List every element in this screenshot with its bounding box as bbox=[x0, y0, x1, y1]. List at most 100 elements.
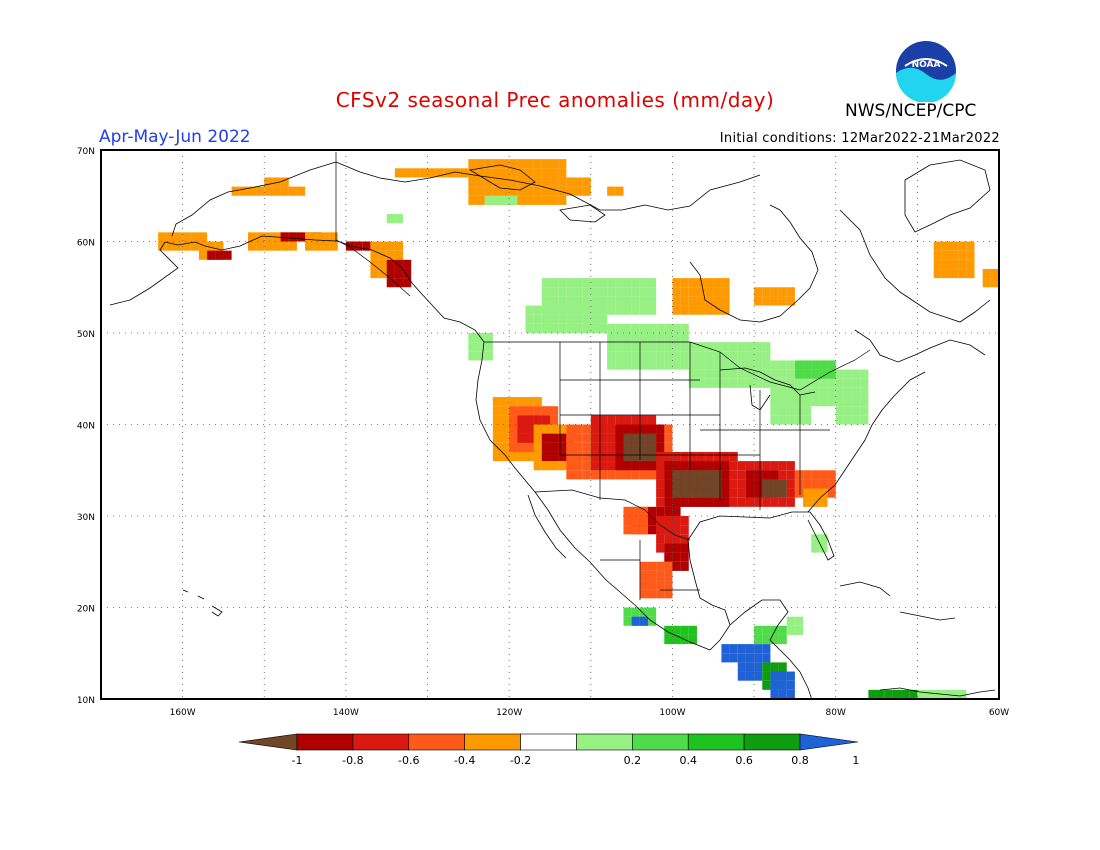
anomaly-cell bbox=[598, 470, 608, 480]
anomaly-cell bbox=[664, 333, 673, 343]
anomaly-cell bbox=[623, 305, 632, 315]
anomaly-cell bbox=[656, 323, 665, 333]
anomaly-cell bbox=[786, 470, 795, 480]
anomaly-cell bbox=[378, 241, 387, 251]
anomaly-cell bbox=[672, 543, 681, 553]
anomaly-cell bbox=[566, 461, 575, 471]
anomaly-cell bbox=[598, 296, 608, 306]
anomaly-cell bbox=[950, 689, 959, 699]
anomaly-cell bbox=[852, 369, 861, 379]
anomaly-cell bbox=[647, 506, 657, 516]
anomaly-cell bbox=[827, 479, 836, 489]
anomaly-cell bbox=[737, 653, 746, 663]
anomaly-cell bbox=[484, 351, 493, 361]
anomaly-cell bbox=[754, 287, 763, 297]
lon-label: 60W bbox=[989, 708, 1009, 718]
anomaly-cell bbox=[664, 580, 673, 590]
anomaly-cell bbox=[688, 360, 697, 370]
anomaly-cell bbox=[827, 387, 836, 398]
anomaly-cell bbox=[688, 351, 697, 361]
anomaly-cell bbox=[925, 689, 934, 699]
legend-swatch bbox=[576, 733, 633, 751]
anomaly-cell bbox=[729, 378, 738, 388]
anomaly-cell bbox=[778, 625, 787, 635]
anomaly-cell bbox=[566, 433, 575, 443]
anomaly-cell bbox=[631, 305, 640, 315]
anomaly-cell bbox=[786, 387, 795, 398]
anomaly-cell bbox=[647, 342, 657, 352]
anomaly-cell bbox=[794, 415, 804, 425]
anomaly-cell bbox=[696, 351, 706, 361]
anomaly-cell bbox=[394, 241, 404, 251]
anomaly-cell bbox=[296, 232, 306, 242]
anomaly-cell bbox=[794, 625, 804, 635]
anomaly-cell bbox=[696, 470, 706, 480]
anomaly-cell bbox=[623, 296, 632, 306]
anomaly-cell bbox=[770, 625, 779, 635]
anomaly-cell bbox=[574, 186, 583, 196]
anomaly-cell bbox=[558, 278, 567, 288]
anomaly-cell bbox=[656, 534, 665, 544]
anomaly-cell bbox=[762, 662, 771, 672]
anomaly-cell bbox=[762, 497, 771, 507]
anomaly-cell bbox=[656, 607, 665, 617]
anomaly-cell bbox=[656, 470, 665, 480]
anomaly-cell bbox=[370, 241, 379, 251]
anomaly-cell bbox=[860, 387, 869, 398]
anomaly-cell bbox=[696, 497, 706, 507]
anomaly-cell bbox=[631, 470, 640, 480]
anomaly-cell bbox=[737, 461, 746, 471]
anomaly-cell bbox=[492, 195, 502, 205]
anomaly-cell bbox=[745, 488, 755, 498]
anomaly-cell bbox=[664, 552, 673, 562]
anomaly-cell bbox=[688, 278, 697, 288]
anomaly-cell bbox=[672, 461, 681, 471]
season-label: Apr-May-Jun 2022 bbox=[99, 127, 251, 147]
anomaly-cell bbox=[696, 461, 706, 471]
anomaly-cell bbox=[664, 561, 673, 571]
anomaly-cell bbox=[631, 342, 640, 352]
anomaly-cell bbox=[647, 296, 657, 306]
anomaly-cell bbox=[517, 159, 526, 169]
anomaly-cell bbox=[517, 397, 526, 407]
anomaly-cell bbox=[231, 186, 240, 196]
anomaly-cell bbox=[631, 451, 640, 462]
anomaly-cell bbox=[647, 525, 657, 535]
anomaly-cell bbox=[623, 506, 632, 516]
anomaly-cell bbox=[672, 351, 681, 361]
anomaly-cell bbox=[525, 305, 534, 315]
anomaly-cell bbox=[541, 305, 550, 315]
anomaly-cell bbox=[541, 451, 550, 462]
lon-label: 100W bbox=[659, 708, 685, 718]
anomaly-cell bbox=[770, 287, 779, 297]
anomaly-cell bbox=[166, 241, 175, 251]
legend-swatch bbox=[520, 733, 577, 751]
anomaly-cell bbox=[705, 369, 714, 379]
anomaly-shading bbox=[158, 159, 999, 699]
anomaly-cell bbox=[656, 570, 665, 581]
anomaly-cell bbox=[933, 268, 942, 279]
anomaly-cell bbox=[713, 479, 722, 489]
anomaly-cell bbox=[672, 470, 681, 480]
anomaly-cell bbox=[819, 387, 828, 398]
anomaly-cell bbox=[639, 333, 648, 343]
anomaly-cell bbox=[688, 451, 697, 462]
anomaly-cell bbox=[778, 387, 787, 398]
anomaly-cell bbox=[484, 159, 493, 169]
anomaly-cell bbox=[811, 387, 820, 398]
legend-tick-label: 1 bbox=[852, 754, 859, 767]
anomaly-cell bbox=[639, 433, 648, 443]
anomaly-cell bbox=[778, 360, 787, 370]
anomaly-cell bbox=[819, 488, 828, 498]
lat-label: 70N bbox=[77, 147, 95, 157]
anomaly-cell bbox=[966, 259, 975, 269]
anomaly-cell bbox=[778, 662, 787, 672]
anomaly-cell bbox=[721, 470, 730, 480]
anomaly-cell bbox=[786, 680, 795, 690]
anomaly-cell bbox=[656, 561, 665, 571]
anomaly-cell bbox=[966, 268, 975, 279]
anomaly-cell bbox=[778, 479, 787, 489]
anomaly-cell bbox=[803, 378, 812, 388]
anomaly-cell bbox=[639, 278, 648, 288]
anomaly-cell bbox=[688, 461, 697, 471]
